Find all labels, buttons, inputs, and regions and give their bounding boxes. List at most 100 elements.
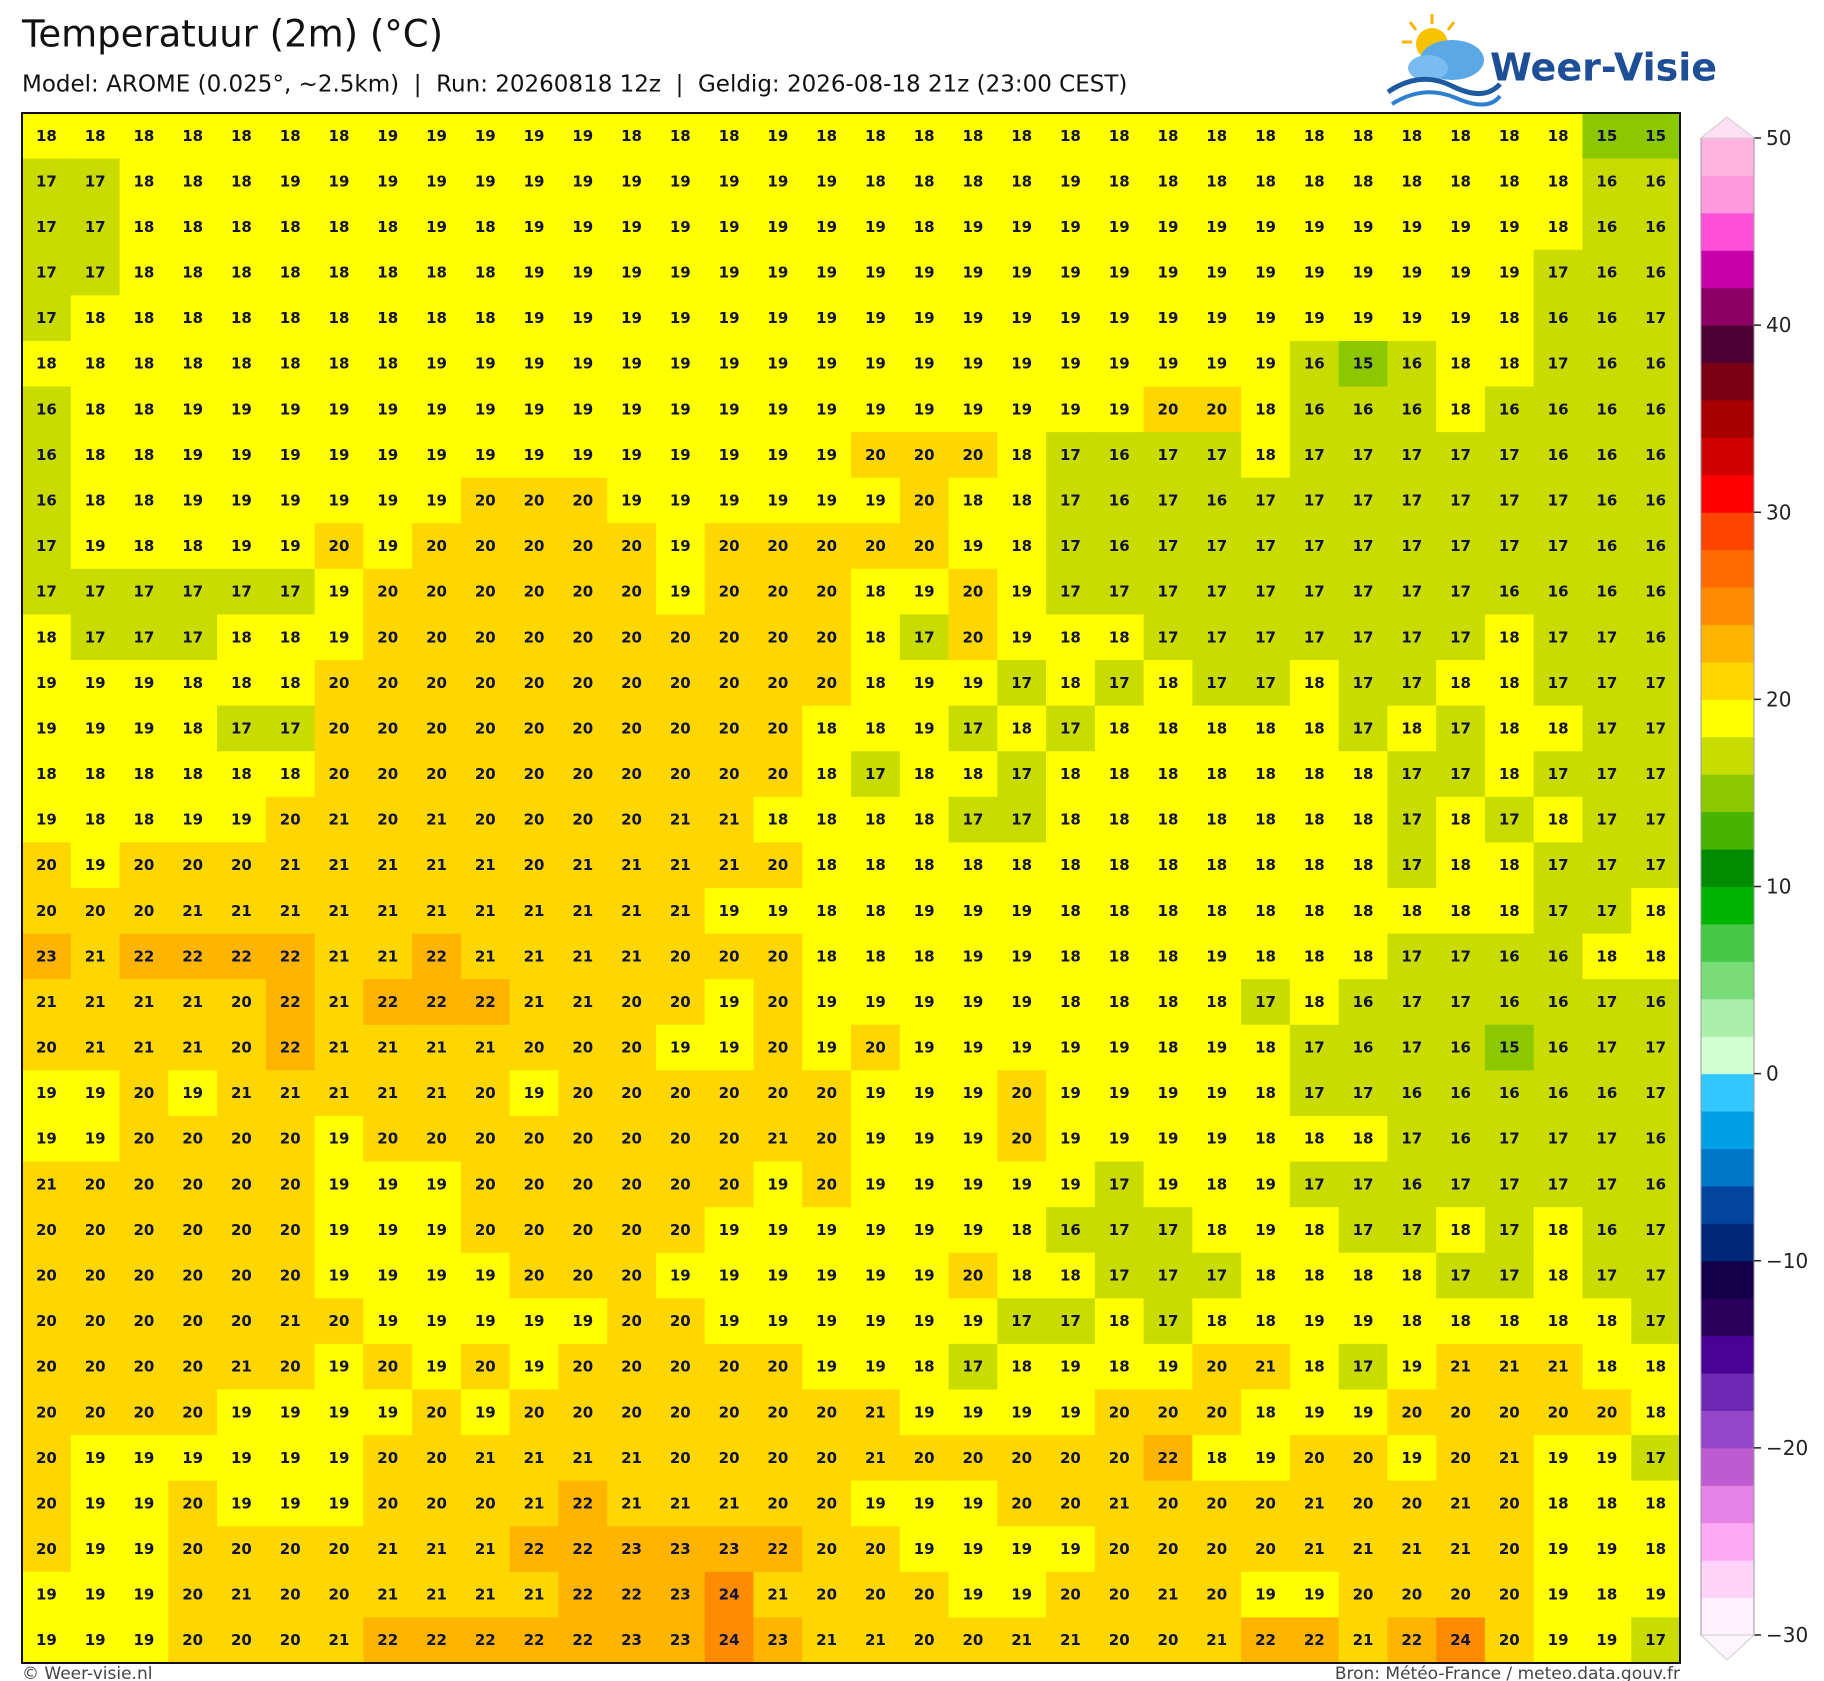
- map-cell: [119, 1389, 169, 1436]
- cell-label: 20: [377, 811, 398, 829]
- cell-label: 21: [621, 1449, 642, 1467]
- cell-label: 20: [572, 719, 593, 737]
- cell-label: 21: [1353, 1540, 1374, 1558]
- map-cell: [948, 1389, 998, 1436]
- cell-label: 19: [962, 1494, 983, 1512]
- map-cell: [168, 1298, 218, 1345]
- cell-label: 18: [1109, 811, 1130, 829]
- map-cell: [607, 933, 657, 980]
- map-cell: [460, 1115, 511, 1163]
- map-cell: [655, 477, 706, 524]
- map-cell: [217, 933, 267, 980]
- cell-label: 19: [426, 1221, 447, 1239]
- cell-label: 19: [133, 1586, 154, 1604]
- map-cell: [704, 933, 755, 980]
- cell-label: 16: [1548, 446, 1569, 464]
- map-cell: [899, 568, 950, 616]
- cell-label: 21: [85, 993, 106, 1011]
- cell-label: 18: [231, 309, 252, 327]
- map-cell: [1387, 1526, 1437, 1573]
- map-cell: [607, 751, 657, 798]
- map-cell: [1046, 523, 1096, 570]
- map-cell: [217, 1298, 267, 1345]
- cell-label: 19: [1401, 1449, 1422, 1467]
- cell-label: 20: [426, 765, 447, 783]
- cell-label: 19: [719, 264, 740, 282]
- map-cell: [899, 1617, 950, 1664]
- cell-label: 21: [1158, 1586, 1179, 1604]
- cell-label: 21: [377, 947, 398, 965]
- cell-label: 19: [377, 1267, 398, 1285]
- map-cell: [363, 1024, 413, 1071]
- map-cell: [1484, 113, 1535, 160]
- cell-label: 20: [719, 674, 740, 692]
- cell-label: 18: [182, 355, 203, 373]
- cell-label: 18: [1206, 765, 1227, 783]
- map-cell: [70, 295, 121, 342]
- map-cell: [217, 660, 267, 707]
- cell-label: 17: [1011, 674, 1032, 692]
- cell-label: 17: [1548, 765, 1569, 783]
- cell-label: 21: [1011, 1631, 1032, 1649]
- map-cell: [217, 568, 267, 616]
- map-cell: [704, 1480, 755, 1527]
- cell-label: 17: [1401, 1039, 1422, 1057]
- map-cell: [314, 705, 364, 752]
- cell-label: 20: [767, 1449, 788, 1467]
- cell-label: 20: [1158, 400, 1179, 418]
- cell-label: 18: [475, 264, 496, 282]
- map-cell: [1338, 1526, 1389, 1573]
- cell-label: 21: [329, 1631, 350, 1649]
- cell-label: 17: [85, 172, 106, 190]
- cell-label: 19: [133, 1631, 154, 1649]
- cell-label: 17: [1596, 1039, 1617, 1057]
- cell-label: 18: [1499, 309, 1520, 327]
- cell-label: 18: [962, 492, 983, 510]
- colorbar-box: [1701, 1410, 1754, 1449]
- map-cell: [753, 1526, 803, 1573]
- cell-label: 16: [1401, 1175, 1422, 1193]
- cell-label: 17: [1353, 583, 1374, 601]
- map-cell: [704, 1298, 755, 1345]
- colorbar-box: [1701, 212, 1754, 251]
- map-cell: [1289, 249, 1340, 296]
- map-cell: [70, 523, 121, 570]
- map-cell: [1192, 1435, 1242, 1482]
- cell-label: 18: [1109, 1312, 1130, 1330]
- map-cell: [1192, 614, 1242, 661]
- map-cell: [1046, 1252, 1096, 1299]
- map-cell: [1484, 1207, 1535, 1254]
- cell-label: 21: [1450, 1540, 1471, 1558]
- map-cell: [1484, 933, 1535, 980]
- map-cell: [655, 204, 706, 251]
- cell-label: 18: [1255, 172, 1276, 190]
- cell-label: 23: [670, 1631, 691, 1649]
- map-cell: [704, 1526, 755, 1573]
- map-cell: [363, 979, 413, 1026]
- map-cell: [704, 979, 755, 1026]
- map-cell: [119, 204, 169, 251]
- cell-label: 19: [1158, 1358, 1179, 1376]
- map-cell: [1143, 660, 1193, 707]
- cell-label: 20: [572, 1130, 593, 1148]
- cell-label: 17: [1158, 1267, 1179, 1285]
- cell-label: 17: [1596, 1175, 1617, 1193]
- map-cell: [1631, 1298, 1681, 1345]
- map-cell: [1289, 158, 1340, 205]
- cell-label: 20: [1450, 1449, 1471, 1467]
- cell-label: 20: [426, 1403, 447, 1421]
- cell-label: 18: [1011, 719, 1032, 737]
- map-cell: [1241, 432, 1291, 479]
- map-cell: [1484, 1389, 1535, 1436]
- cell-label: 18: [1401, 902, 1422, 920]
- cell-label: 18: [133, 492, 154, 510]
- map-cell: [1289, 1571, 1340, 1619]
- map-cell: [558, 705, 608, 752]
- cell-label: 18: [865, 856, 886, 874]
- map-cell: [948, 660, 998, 707]
- map-cell: [1046, 204, 1096, 251]
- cell-label: 17: [1060, 719, 1081, 737]
- map-cell: [509, 386, 560, 433]
- map-cell: [217, 796, 267, 844]
- map-cell: [997, 386, 1047, 433]
